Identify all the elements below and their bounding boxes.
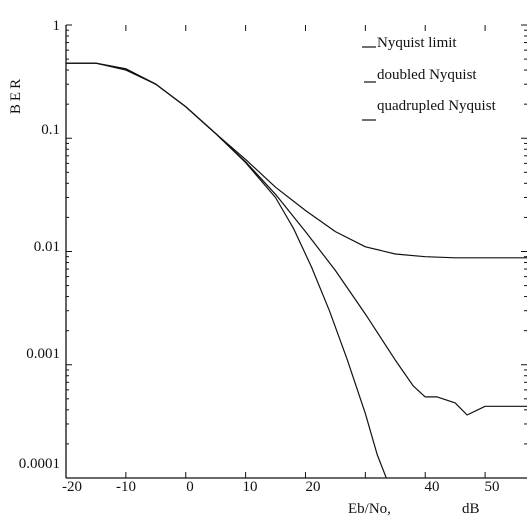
tick-marks	[65, 24, 527, 479]
legend-label-quadrupled-nyquist: quadrupled Nyquist	[377, 98, 497, 114]
legend-label-doubled-nyquist: doubled Nyquist	[377, 67, 477, 83]
y-tick-label-1: 1	[53, 18, 61, 34]
x-axis-label: Eb/No,	[348, 501, 391, 517]
series-lines	[66, 62, 527, 479]
x-tick-label-neg20: -20	[62, 479, 82, 495]
y-tick-label-0.01: 0.01	[34, 239, 60, 255]
legend: Nyquist limit doubled Nyquist quadrupled…	[362, 35, 497, 121]
y-tick-label-0.001: 0.001	[26, 346, 60, 362]
x-tick-label-0: 0	[186, 479, 194, 495]
series-line-quadrupled-nyquist	[66, 62, 387, 479]
series-line-doubled-nyquist	[66, 62, 527, 416]
y-tick-label-0.0001: 0.0001	[19, 456, 60, 472]
series-line-nyquist-limit	[66, 62, 527, 259]
y-tick-label-0.1: 0.1	[41, 122, 60, 138]
x-axis-unit: dB	[462, 501, 480, 517]
x-tick-label-neg10: -10	[116, 479, 136, 495]
x-tick-label-10: 10	[243, 479, 258, 495]
x-tick-label-20: 20	[306, 479, 321, 495]
x-tick-label-40: 40	[425, 479, 440, 495]
axes	[65, 25, 527, 479]
x-tick-label-50: 50	[485, 479, 500, 495]
y-axis-label: BER	[8, 76, 24, 114]
legend-label-nyquist-limit: Nyquist limit	[377, 35, 457, 51]
